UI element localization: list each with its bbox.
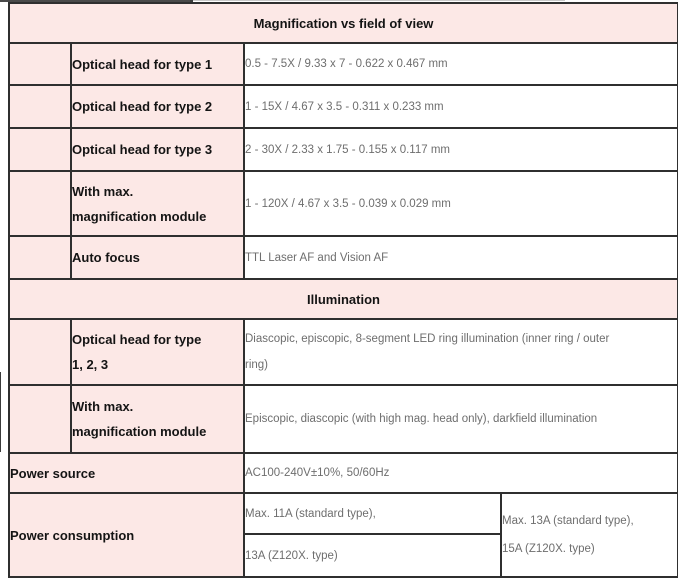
crop-artifact-top-right (193, 0, 565, 1)
section-header-magnification: Magnification vs field of view (8, 2, 678, 44)
specification-table: Magnification vs field of view Optical h… (8, 2, 678, 578)
row-value-power-consumption-standard: Max. 11A (standard type), (243, 492, 502, 535)
row-value-optical-head-type-3: 2 - 30X / 2.33 x 1.75 - 0.155 x 0.117 mm (243, 127, 678, 172)
spacer-cell (8, 84, 72, 129)
row-value-optical-head-type-2: 1 - 15X / 4.67 x 3.5 - 0.311 x 0.233 mm (243, 84, 678, 129)
table-row: Auto focus TTL Laser AF and Vision AF (8, 235, 678, 280)
row-value-auto-focus: TTL Laser AF and Vision AF (243, 235, 678, 280)
table-row: 13A (Z120X. type) (9, 533, 678, 578)
row-value-optical-head-type-123: Diascopic, episcopic, 8-segment LED ring… (243, 318, 678, 386)
table-row: Optical head for type 3 2 - 30X / 2.33 x… (8, 127, 678, 172)
row-label-optical-head-type-3: Optical head for type 3 (70, 127, 245, 172)
spacer-cell (8, 235, 72, 280)
table-row: Power consumption Max. 11A (standard typ… (8, 492, 678, 578)
row-value-power-consumption-z120x: 13A (Z120X. type) (243, 533, 502, 578)
table-row: Optical head for type 1 0.5 - 7.5X / 9.3… (8, 42, 678, 86)
table-row: With max. magnification module 1 - 120X … (8, 170, 678, 237)
row-value-power-source: AC100-240V±10%, 50/60Hz (243, 452, 678, 494)
row-label-power-source: Power source (8, 452, 245, 494)
spacer-cell (8, 170, 72, 237)
table-row: Magnification vs field of view (8, 2, 678, 44)
row-label-auto-focus: Auto focus (70, 235, 245, 280)
row-label-max-magnification-module: With max. magnification module (70, 170, 245, 237)
spacer-cell (8, 42, 72, 86)
crop-artifact-left-edge (0, 372, 1, 452)
row-label-optical-head-type-123: Optical head for type 1, 2, 3 (70, 318, 245, 386)
row-label-optical-head-type-1: Optical head for type 1 (70, 42, 245, 86)
spacer-cell (8, 127, 72, 172)
row-label-optical-head-type-2: Optical head for type 2 (70, 84, 245, 129)
spacer-cell (8, 318, 72, 386)
section-header-illumination: Illumination (8, 278, 678, 320)
table-row: Optical head for type 2 1 - 15X / 4.67 x… (8, 84, 678, 129)
table-row: Power source AC100-240V±10%, 50/60Hz (8, 452, 678, 494)
table-row: With max. magnification module Episcopic… (8, 384, 678, 454)
row-label-max-magnification-module-illumination: With max. magnification module (70, 384, 245, 454)
spacer-cell (8, 384, 72, 454)
row-value-max-magnification-module: 1 - 120X / 4.67 x 3.5 - 0.039 x 0.029 mm (243, 170, 678, 237)
row-value-power-consumption-high-mag: Max. 13A (standard type), 15A (Z120X. ty… (500, 492, 678, 578)
row-label-power-consumption: Power consumption (8, 492, 245, 578)
row-value-max-magnification-module-illumination: Episcopic, diascopic (with high mag. hea… (243, 384, 678, 454)
table-row: Optical head for type 1, 2, 3 Diascopic,… (8, 318, 678, 386)
row-value-optical-head-type-1: 0.5 - 7.5X / 9.33 x 7 - 0.622 x 0.467 mm (243, 42, 678, 86)
table-row: Illumination (8, 278, 678, 320)
